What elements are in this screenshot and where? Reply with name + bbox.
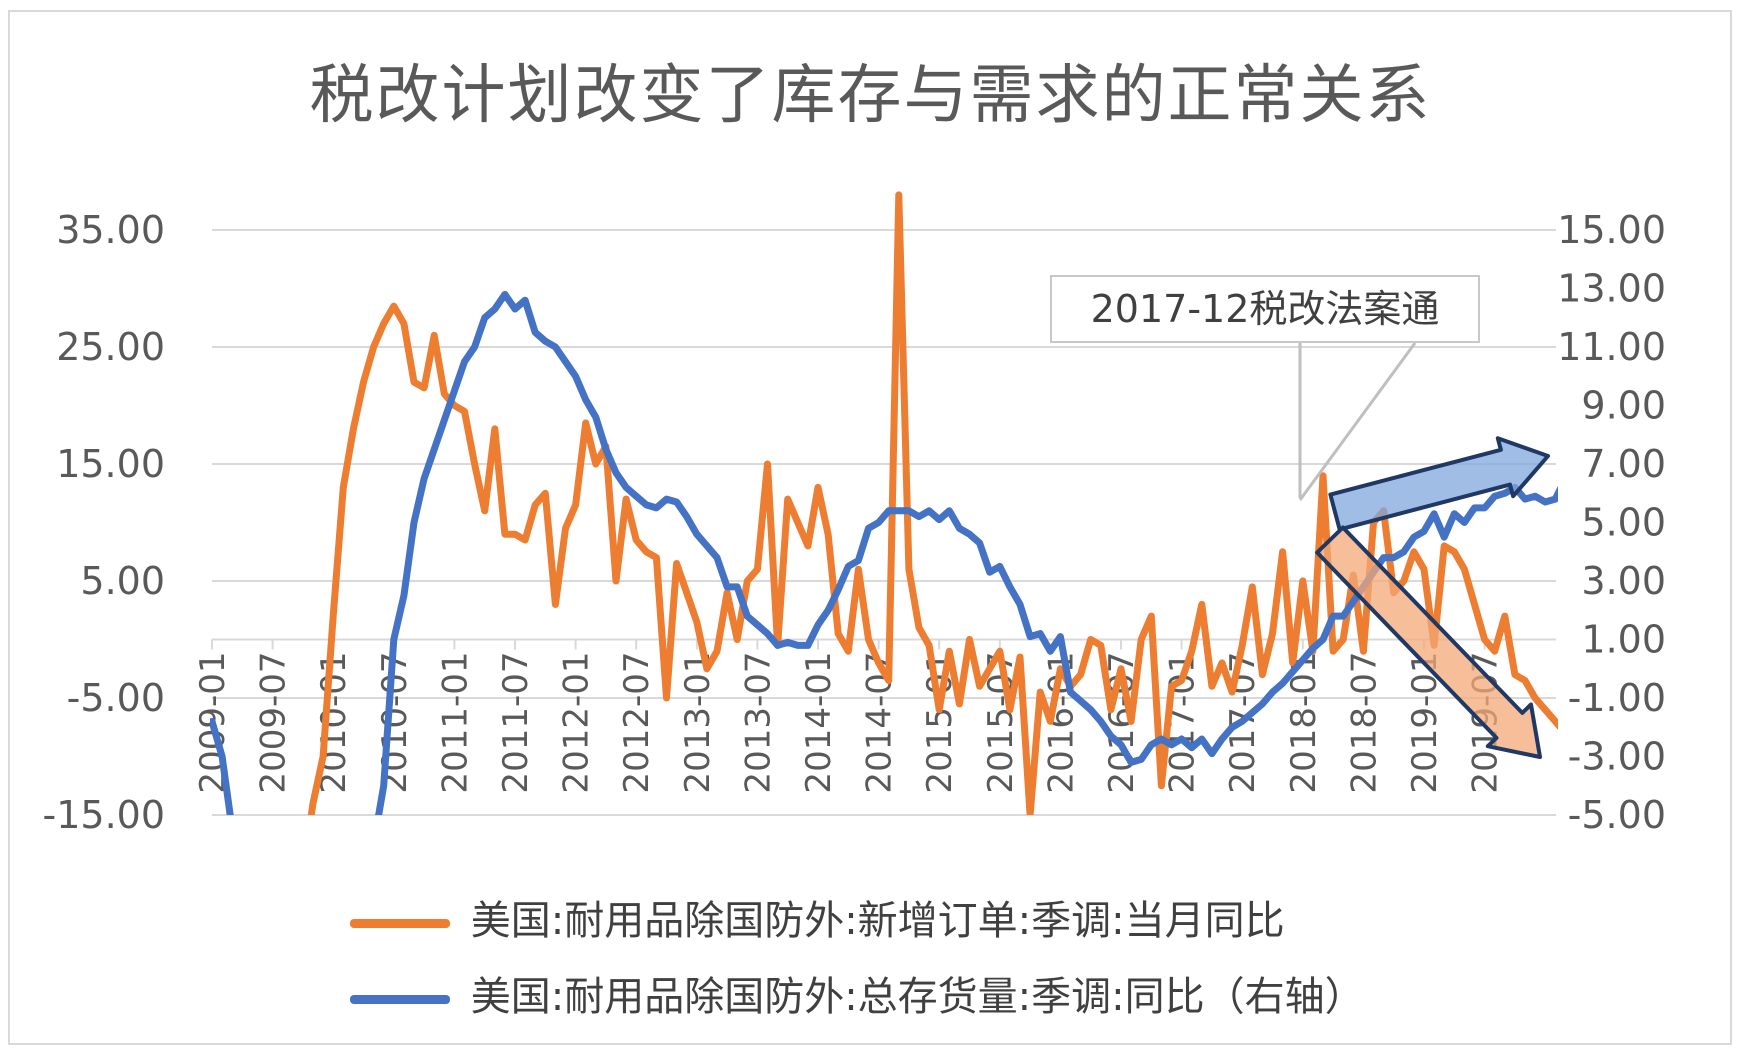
right-tick-label: 9.00 bbox=[1581, 384, 1666, 428]
right-tick-label: 3.00 bbox=[1581, 559, 1666, 603]
right-tick-label: -5.00 bbox=[1568, 793, 1666, 837]
legend-swatch-inventory bbox=[350, 994, 450, 1004]
series-line-inventory bbox=[210, 290, 1558, 815]
left-tick-label: 15.00 bbox=[56, 442, 165, 486]
x-tick-label: 2013-01 bbox=[678, 652, 718, 794]
right-tick-label: -3.00 bbox=[1568, 735, 1666, 779]
left-tick-label: 35.00 bbox=[56, 208, 165, 252]
x-tick-label: 2013-07 bbox=[738, 652, 778, 794]
trend-arrow-down bbox=[1315, 525, 1542, 759]
right-y-axis: 15.00 13.00 11.00 9.00 7.00 5.00 3.00 1.00 -1.00… bbox=[1557, 208, 1666, 837]
x-tick-label: 2014-01 bbox=[799, 652, 839, 794]
left-tick-label: 25.00 bbox=[56, 325, 165, 369]
right-tick-label: -1.00 bbox=[1568, 676, 1666, 720]
right-tick-label: 7.00 bbox=[1581, 442, 1666, 486]
legend-label-inventory: 美国:耐用品除国防外:总存货量:季调:同比（右轴） bbox=[470, 974, 1365, 1020]
chart-title: 税改计划改变了库存与需求的正常关系 bbox=[309, 59, 1432, 133]
right-tick-label: 11.00 bbox=[1557, 325, 1666, 369]
annotation-overlay bbox=[1298, 342, 1550, 759]
x-tick-label: 2018-07 bbox=[1344, 652, 1384, 794]
left-tick-label: -15.00 bbox=[43, 793, 166, 837]
x-tick-label: 2014-07 bbox=[860, 652, 900, 794]
right-tick-label: 1.00 bbox=[1581, 618, 1666, 662]
left-y-axis: 35.00 25.00 15.00 5.00 -5.00 -15.00 bbox=[43, 208, 166, 837]
left-tick-label: -5.00 bbox=[67, 676, 165, 720]
x-tick-label: 2011-01 bbox=[435, 652, 475, 794]
legend-item-orders: 美国:耐用品除国防外:新增订单:季调:当月同比 bbox=[350, 888, 1285, 946]
trend-arrow-up bbox=[1328, 436, 1550, 532]
x-tick-label: 2012-07 bbox=[617, 652, 657, 794]
right-tick-label: 13.00 bbox=[1557, 267, 1666, 311]
x-tick-label: 2011-07 bbox=[496, 652, 536, 794]
callout-leader-right bbox=[1298, 342, 1417, 501]
x-tick-label: 2009-07 bbox=[254, 652, 294, 794]
left-tick-label: 5.00 bbox=[80, 559, 165, 603]
right-tick-label: 5.00 bbox=[1581, 501, 1666, 545]
legend-swatch-orders bbox=[350, 918, 450, 928]
series-layer bbox=[210, 191, 1558, 815]
legend-item-inventory: 美国:耐用品除国防外:总存货量:季调:同比（右轴） bbox=[350, 964, 1365, 1022]
annotation-callout: 2017-12税改法案通 bbox=[1050, 275, 1480, 343]
x-tick-label: 2012-01 bbox=[557, 652, 597, 794]
legend-label-orders: 美国:耐用品除国防外:新增订单:季调:当月同比 bbox=[470, 898, 1285, 944]
right-tick-label: 15.00 bbox=[1557, 208, 1666, 252]
